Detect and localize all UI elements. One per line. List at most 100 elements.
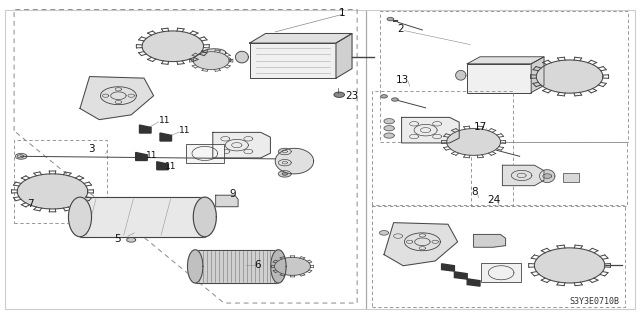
Polygon shape <box>420 128 431 133</box>
Polygon shape <box>517 173 526 178</box>
Polygon shape <box>80 77 154 120</box>
Bar <box>186 144 224 163</box>
Bar <box>250 43 336 78</box>
Polygon shape <box>278 171 291 177</box>
Polygon shape <box>250 33 352 43</box>
Polygon shape <box>387 18 394 21</box>
Polygon shape <box>410 134 419 139</box>
Polygon shape <box>157 162 168 170</box>
Polygon shape <box>203 49 226 56</box>
Text: 1: 1 <box>339 8 346 18</box>
Polygon shape <box>406 240 413 243</box>
Polygon shape <box>336 33 352 78</box>
Polygon shape <box>404 233 440 251</box>
Polygon shape <box>402 117 460 143</box>
Polygon shape <box>419 234 426 237</box>
Polygon shape <box>432 240 438 243</box>
Polygon shape <box>111 92 126 100</box>
Polygon shape <box>102 94 109 97</box>
Polygon shape <box>282 173 287 175</box>
Polygon shape <box>334 92 344 97</box>
Polygon shape <box>17 174 88 209</box>
Polygon shape <box>442 264 454 271</box>
Polygon shape <box>414 124 437 136</box>
Polygon shape <box>45 188 60 195</box>
Polygon shape <box>188 250 203 283</box>
Polygon shape <box>540 170 555 182</box>
Polygon shape <box>76 190 81 193</box>
Polygon shape <box>140 125 151 133</box>
Polygon shape <box>392 98 398 101</box>
Polygon shape <box>384 223 458 266</box>
Polygon shape <box>469 140 478 144</box>
Polygon shape <box>454 272 467 279</box>
Polygon shape <box>543 174 552 178</box>
Bar <box>471 142 627 206</box>
Polygon shape <box>275 148 314 174</box>
Polygon shape <box>193 52 229 70</box>
Text: 11: 11 <box>179 126 191 135</box>
Polygon shape <box>100 87 136 105</box>
Polygon shape <box>563 73 576 80</box>
Polygon shape <box>433 122 442 126</box>
Bar <box>372 91 513 206</box>
Polygon shape <box>286 263 299 270</box>
Polygon shape <box>456 70 466 80</box>
Polygon shape <box>467 279 480 286</box>
Polygon shape <box>216 195 238 207</box>
Polygon shape <box>127 238 136 242</box>
Text: 3: 3 <box>88 144 95 154</box>
Polygon shape <box>462 136 485 148</box>
Polygon shape <box>128 94 134 97</box>
Polygon shape <box>419 247 426 250</box>
Polygon shape <box>205 57 218 64</box>
Polygon shape <box>555 275 560 277</box>
Polygon shape <box>225 139 248 151</box>
Polygon shape <box>236 51 248 63</box>
Polygon shape <box>282 161 287 164</box>
Polygon shape <box>488 266 514 280</box>
Polygon shape <box>478 144 484 147</box>
Polygon shape <box>384 126 394 131</box>
Polygon shape <box>193 197 216 237</box>
Polygon shape <box>271 250 286 283</box>
Text: 11: 11 <box>146 151 157 160</box>
Polygon shape <box>282 150 287 153</box>
Bar <box>563 173 579 182</box>
Text: 6: 6 <box>255 260 261 271</box>
Polygon shape <box>244 137 253 141</box>
Bar <box>198 201 211 233</box>
Polygon shape <box>212 132 270 158</box>
Polygon shape <box>244 149 253 154</box>
Polygon shape <box>214 57 231 63</box>
Text: 23: 23 <box>346 91 359 101</box>
Text: 17: 17 <box>474 122 487 132</box>
Bar <box>467 64 531 93</box>
Text: 5: 5 <box>114 234 120 244</box>
Polygon shape <box>166 43 179 49</box>
Polygon shape <box>35 182 70 200</box>
Text: 7: 7 <box>27 199 33 209</box>
Text: 8: 8 <box>471 187 477 197</box>
Polygon shape <box>220 198 230 204</box>
Text: S3Y3E0710B: S3Y3E0710B <box>570 297 620 306</box>
Polygon shape <box>554 69 586 85</box>
Polygon shape <box>278 148 291 155</box>
Polygon shape <box>115 88 122 91</box>
Polygon shape <box>80 197 205 237</box>
Polygon shape <box>159 39 187 53</box>
Polygon shape <box>384 133 394 138</box>
Polygon shape <box>415 238 430 246</box>
Polygon shape <box>394 234 403 238</box>
Polygon shape <box>221 149 230 154</box>
Polygon shape <box>447 129 500 155</box>
Polygon shape <box>142 31 204 62</box>
Polygon shape <box>482 238 493 244</box>
Polygon shape <box>591 264 596 267</box>
Polygon shape <box>221 137 230 141</box>
Polygon shape <box>467 57 544 64</box>
Polygon shape <box>192 146 218 160</box>
Bar <box>372 205 625 307</box>
Polygon shape <box>380 231 388 235</box>
Text: 11: 11 <box>165 162 177 171</box>
